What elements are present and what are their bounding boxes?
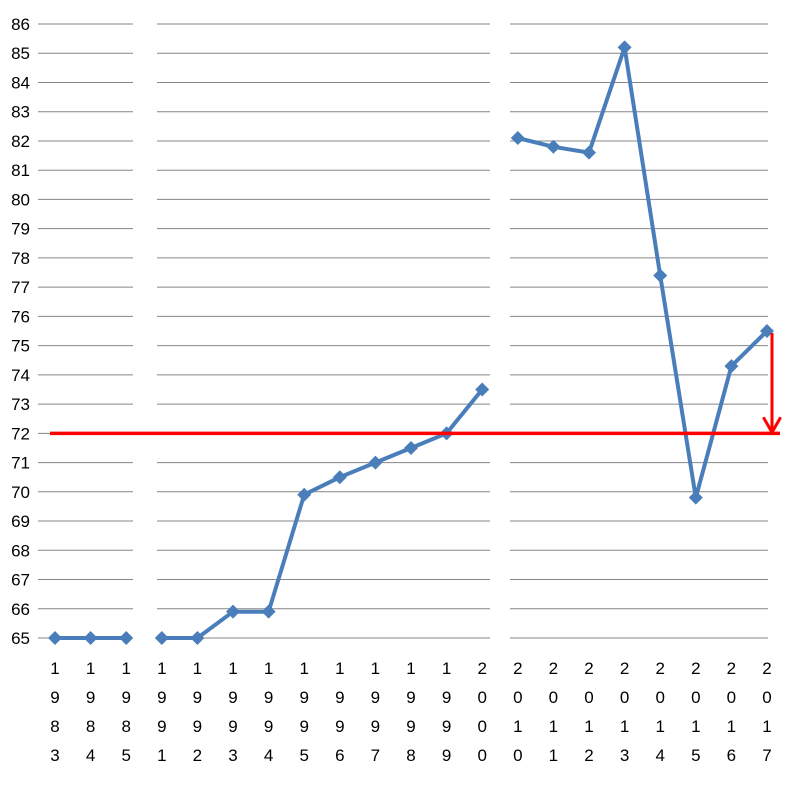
data-point-2010 — [510, 131, 525, 146]
data-point-1983 — [48, 631, 62, 645]
data-point-1994 — [261, 604, 276, 619]
data-point-1996 — [332, 470, 347, 485]
x-axis-labels: 1 9 8 3 1 9 8 4 1 9 8 5 1 9 9 1 1 9 9 2 1 9 9 3 1 9 9 4 1 9 9 5 1 9 9 6 1 9 9 7… — [50, 659, 771, 765]
y-tick-label: 69 — [11, 512, 30, 531]
data-point-2015 — [688, 490, 703, 505]
arrow-head — [762, 416, 782, 436]
series-markers — [48, 40, 774, 645]
y-tick-label: 76 — [11, 307, 30, 326]
data-point-1997 — [368, 455, 383, 470]
y-tick-label: 73 — [11, 395, 30, 414]
grid-lines — [38, 23, 768, 639]
y-tick-label: 68 — [11, 541, 30, 560]
y-axis-labels: 65 66 67 68 69 70 71 72 73 74 75 76 77 78 79 80 81 82 83 84… — [11, 15, 30, 648]
y-tick-label: 80 — [11, 190, 30, 209]
annotations — [50, 333, 782, 436]
data-point-2000 — [475, 382, 490, 397]
series-line-segment-2 — [159, 387, 485, 640]
y-tick-label: 66 — [11, 600, 30, 619]
data-point-2016 — [724, 359, 739, 374]
data-point-1995 — [297, 487, 312, 502]
data-point-2013 — [617, 40, 632, 55]
series-lines — [53, 45, 769, 640]
data-point-1984 — [83, 631, 98, 645]
y-tick-label: 75 — [11, 337, 30, 356]
y-tick-label: 74 — [11, 366, 30, 385]
y-tick-label: 83 — [11, 103, 30, 122]
y-tick-label: 71 — [11, 454, 30, 473]
y-tick-label: 70 — [11, 483, 30, 502]
series-line-segment-3 — [515, 45, 769, 500]
y-tick-label: 79 — [11, 220, 30, 239]
y-tick-label: 65 — [11, 629, 30, 648]
y-tick-label: 78 — [11, 249, 30, 268]
data-point-1998 — [404, 440, 418, 455]
data-point-1991 — [154, 631, 169, 645]
data-point-2012 — [582, 145, 596, 160]
y-tick-label: 85 — [11, 44, 30, 63]
data-point-1985 — [119, 631, 134, 645]
data-point-2014 — [653, 268, 668, 283]
y-tick-label: 81 — [11, 161, 30, 180]
y-tick-label: 77 — [11, 278, 30, 297]
data-point-1993 — [226, 604, 240, 619]
data-point-1992 — [190, 631, 205, 645]
y-tick-label: 84 — [11, 73, 30, 92]
y-tick-label: 72 — [11, 424, 30, 443]
y-tick-label: 82 — [11, 132, 30, 151]
data-point-2011 — [546, 139, 561, 154]
y-tick-label: 67 — [11, 571, 30, 590]
y-tick-label: 86 — [11, 15, 30, 34]
